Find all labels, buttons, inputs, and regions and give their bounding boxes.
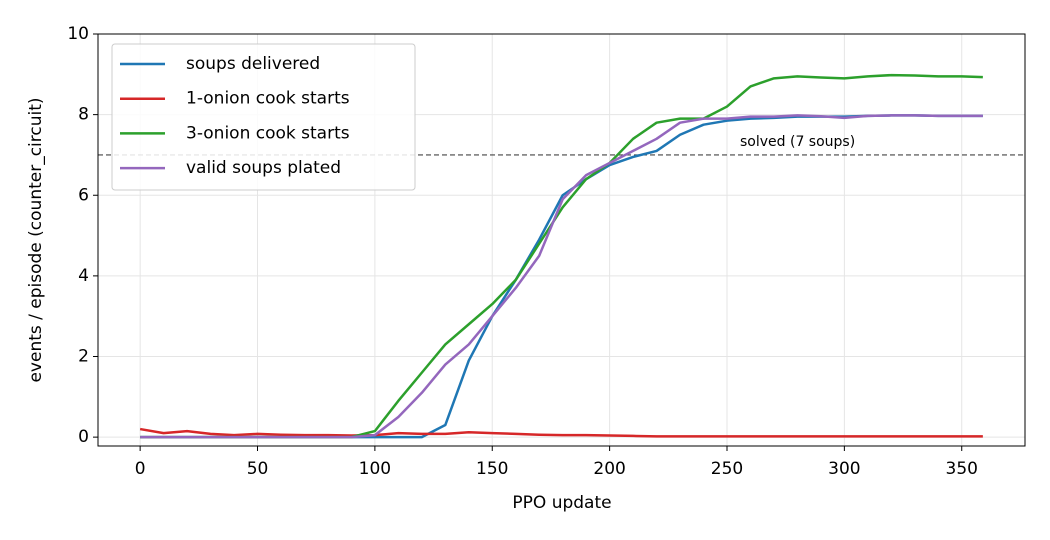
y-tick-label: 2 <box>78 347 89 367</box>
y-tick-label: 6 <box>78 185 89 205</box>
x-tick-label: 200 <box>593 459 625 479</box>
x-tick-label: 0 <box>135 459 146 479</box>
legend-label: 1-onion cook starts <box>186 89 350 109</box>
y-tick-label: 0 <box>78 427 89 447</box>
x-tick-label: 150 <box>476 459 508 479</box>
legend-label: valid soups plated <box>186 158 341 178</box>
x-axis-label: PPO update <box>512 493 611 513</box>
series-line <box>139 427 983 438</box>
legend-label: 3-onion cook starts <box>186 123 350 143</box>
legend-label: soups delivered <box>186 54 320 74</box>
x-tick-label: 350 <box>946 459 978 479</box>
y-axis-label: events / episode (counter_circuit) <box>26 97 46 382</box>
plot-frame <box>97 33 1026 447</box>
legend-box <box>111 43 416 191</box>
x-tick-label: 300 <box>828 459 860 479</box>
series-line <box>140 114 983 439</box>
x-tick-label: 50 <box>247 459 269 479</box>
y-tick-label: 10 <box>67 24 89 44</box>
y-tick-label: 8 <box>78 105 89 125</box>
x-tick-label: 100 <box>359 459 391 479</box>
annotation: solved (7 soups) <box>740 134 855 150</box>
x-tick-label: 250 <box>711 459 743 479</box>
y-tick-label: 4 <box>78 266 89 286</box>
